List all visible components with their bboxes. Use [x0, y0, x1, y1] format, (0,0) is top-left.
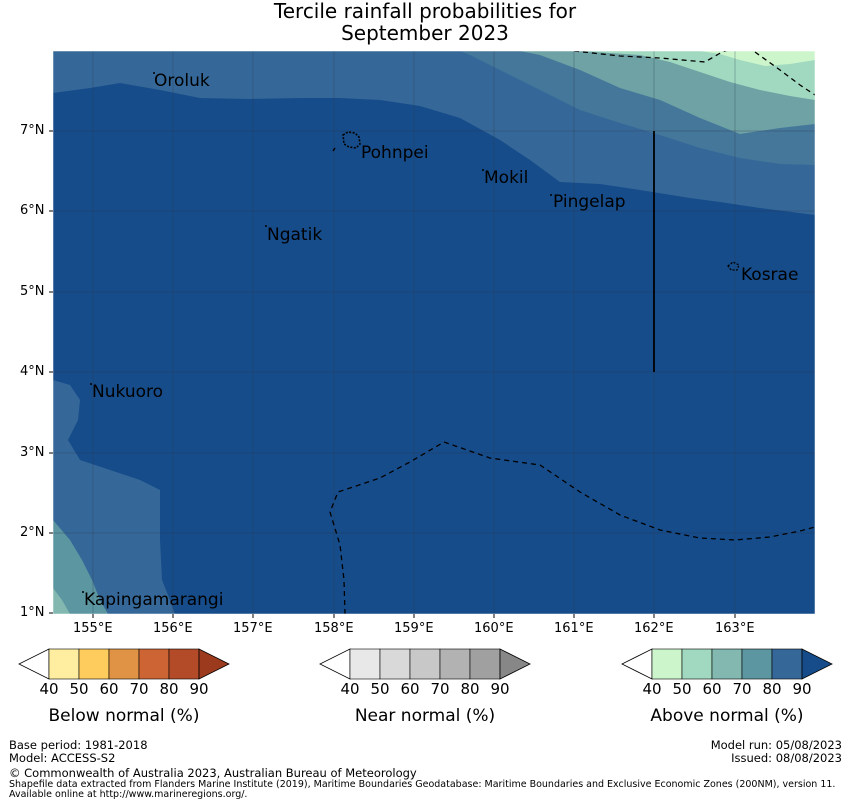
colorbar-segment: [168, 648, 200, 680]
place-label-ngatik: Ngatik: [267, 225, 323, 245]
eez-boundaries: [329, 51, 815, 614]
colorbar-tick-label: 80: [460, 680, 480, 698]
map-frame: [52, 50, 816, 615]
colorbar-segment: [379, 648, 411, 680]
colorbar-min-arrow: [621, 648, 653, 680]
probability-map: [49, 50, 816, 618]
place-label-mokil: Mokil: [484, 168, 529, 188]
colorbar-tick-label: 40: [340, 680, 360, 698]
colorbar-segment: [651, 648, 683, 680]
pingelap-marker: [550, 194, 552, 196]
region-above-50-60-southwest: [53, 588, 70, 614]
colorbar-tick-label: 70: [129, 680, 149, 698]
colorbar-tick-label: 40: [39, 680, 59, 698]
below-normal-colorbar: [18, 648, 230, 680]
colorbar-segment: [78, 648, 110, 680]
kapingamarangi-marker: [82, 591, 84, 593]
nukuoro-marker: [90, 383, 92, 385]
colorbar-legend: [18, 648, 833, 680]
colorbar-tick-label: 90: [490, 680, 510, 698]
axis-tick-marks: [49, 130, 736, 618]
colorbar-segment: [349, 648, 381, 680]
colorbar-tick-label: 50: [370, 680, 390, 698]
colorbar-tick-label: 50: [69, 680, 89, 698]
colorbar-segment: [439, 648, 471, 680]
lon-tick-label: 162°E: [634, 621, 674, 636]
mokil-marker: [482, 169, 484, 171]
below-normal-label: Below normal (%): [48, 706, 200, 726]
region-above-lightest: [700, 51, 815, 66]
lat-tick-label: 5°N: [20, 284, 45, 299]
lon-tick-label: 157°E: [233, 621, 273, 636]
colorbar-max-arrow: [198, 648, 230, 680]
pohnpei-island-outline: [342, 131, 361, 149]
colorbar-tick-label: 60: [702, 680, 722, 698]
colorbar-min-arrow: [319, 648, 351, 680]
colorbar-tick-label: 90: [792, 680, 812, 698]
model-name: Model: ACCESS-S2: [9, 751, 116, 765]
lat-tick-label: 6°N: [20, 203, 45, 218]
lat-tick-label: 3°N: [20, 445, 45, 460]
colorbar-max-arrow: [499, 648, 531, 680]
colorbar-tick-label: 60: [400, 680, 420, 698]
lon-tick-label: 156°E: [153, 621, 193, 636]
colorbar-segment: [771, 648, 803, 680]
lon-tick-label: 163°E: [715, 621, 755, 636]
place-label-oroluk: Oroluk: [154, 71, 210, 91]
colorbar-segment: [681, 648, 713, 680]
colorbar-segment: [711, 648, 743, 680]
oroluk-marker: [153, 72, 155, 74]
colorbar-max-arrow: [801, 648, 833, 680]
colorbar-segment: [48, 648, 80, 680]
place-label-kosrae: Kosrae: [741, 265, 799, 285]
lon-tick-label: 155°E: [73, 621, 113, 636]
model-run-date: Model run: 05/08/2023: [710, 738, 842, 752]
place-label-pingelap: Pingelap: [553, 192, 626, 212]
data-availability: Available online at http://www.marinereg…: [9, 789, 248, 800]
colorbar-tick-label: 80: [159, 680, 179, 698]
near-normal-label: Near normal (%): [354, 706, 496, 726]
colorbar-tick-label: 50: [672, 680, 692, 698]
lon-tick-label: 158°E: [314, 621, 354, 636]
lat-tick-label: 1°N: [20, 605, 45, 620]
colorbar-tick-label: 60: [99, 680, 119, 698]
colorbar-tick-label: 70: [430, 680, 450, 698]
ant-atoll-mark: [332, 147, 336, 152]
near-normal-colorbar: [319, 648, 531, 680]
ngatik-marker: [265, 225, 267, 227]
above-normal-colorbar: [621, 648, 833, 680]
lat-tick-label: 2°N: [20, 525, 45, 540]
colorbar-tick-label: 40: [642, 680, 662, 698]
colorbar-segment: [138, 648, 170, 680]
base-period: Base period: 1981-2018: [9, 738, 148, 752]
copyright-notice: © Commonwealth of Australia 2023, Austra…: [9, 766, 417, 780]
kosrae-island-outline: [727, 261, 740, 271]
lon-tick-label: 161°E: [554, 621, 594, 636]
colorbar-tick-label: 70: [732, 680, 752, 698]
region-above-70-80-southwest: [53, 380, 175, 614]
colorbar-segment: [409, 648, 441, 680]
map-title-line1: Tercile rainfall probabilities for: [273, 0, 577, 23]
colorbar-segment: [741, 648, 773, 680]
colorbar-tick-label: 90: [189, 680, 209, 698]
colorbar-segment: [108, 648, 140, 680]
lon-tick-label: 160°E: [474, 621, 514, 636]
lon-tick-label: 159°E: [394, 621, 434, 636]
place-label-kapingamarangi: Kapingamarangi: [84, 590, 224, 610]
region-above-60-70-southwest: [53, 520, 108, 614]
above-normal-label: Above normal (%): [650, 706, 804, 726]
shapefile-credit: Shapefile data extracted from Flanders M…: [9, 779, 836, 790]
lat-tick-label: 7°N: [20, 123, 45, 138]
issued-date: Issued: 08/08/2023: [731, 751, 842, 765]
colorbar-min-arrow: [18, 648, 50, 680]
place-label-pohnpei: Pohnpei: [361, 143, 429, 163]
lat-tick-label: 4°N: [20, 364, 45, 379]
map-title-line2: September 2023: [341, 21, 509, 45]
colorbar-segment: [469, 648, 501, 680]
colorbar-tick-label: 80: [762, 680, 782, 698]
place-label-nukuoro: Nukuoro: [92, 382, 164, 402]
